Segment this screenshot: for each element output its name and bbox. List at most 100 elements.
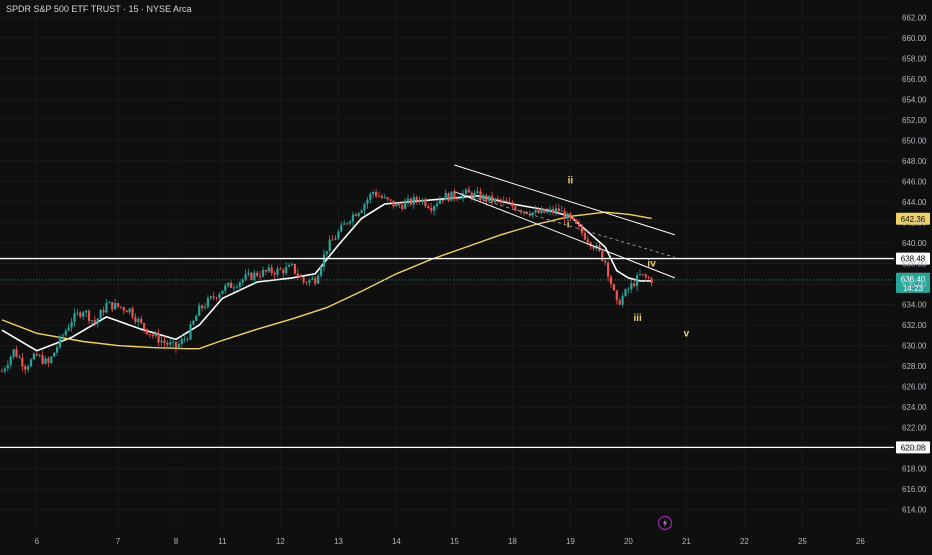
candle-body [58, 336, 62, 348]
channel-lower-line [454, 191, 675, 279]
candle-body [180, 339, 183, 345]
candle-body [418, 200, 421, 202]
y-tick-label: 628.00 [902, 362, 927, 371]
candle-body [586, 239, 589, 243]
candle-body [644, 274, 647, 278]
candle-body [61, 335, 64, 337]
candle-body [485, 195, 488, 202]
candle-body [406, 198, 410, 202]
candle-body [122, 307, 125, 311]
candle-body [575, 219, 578, 224]
y-tick-label: 650.00 [902, 136, 927, 145]
candle-body [259, 275, 262, 277]
candle-body [525, 211, 528, 214]
y-tick-label: 648.00 [902, 157, 927, 166]
candle-body [479, 191, 482, 200]
candle-body [201, 305, 204, 309]
candle-body [70, 322, 73, 328]
candle-body [305, 282, 308, 284]
candle-body [467, 189, 470, 193]
candle-body [15, 349, 18, 358]
candle-body [627, 289, 630, 290]
candle-body [607, 262, 610, 277]
candle-body [186, 338, 189, 340]
candle-body [166, 342, 169, 345]
candle-body [261, 270, 265, 277]
candle-body [212, 296, 215, 298]
candle-body [540, 208, 543, 213]
candle-body [444, 193, 447, 201]
candle-body [531, 212, 534, 216]
candle-body [470, 192, 473, 199]
x-tick-label: 6 [35, 537, 40, 546]
candle-body [314, 278, 317, 284]
candle-body [151, 334, 154, 336]
candle-body [508, 202, 511, 204]
candle-body [464, 189, 468, 194]
candle-body [128, 308, 131, 313]
candle-body [499, 199, 502, 202]
y-tick-label: 658.00 [902, 54, 927, 63]
candle-body [85, 310, 88, 313]
candle-body [47, 358, 50, 364]
x-tick-label: 11 [218, 537, 227, 546]
y-tick-label: 632.00 [902, 321, 927, 330]
candle-body [116, 303, 120, 307]
candle-body [282, 269, 285, 274]
candle-body [99, 310, 102, 319]
candle-body [206, 298, 209, 308]
candle-body [328, 239, 331, 252]
candle-body [650, 278, 653, 284]
y-tick-label: 638.00 [902, 260, 927, 269]
y-tick-label: 654.00 [902, 95, 927, 104]
candle-body [476, 191, 479, 193]
candle-body [641, 274, 644, 275]
x-tick-label: 21 [682, 537, 691, 546]
wave-label: iv [647, 259, 656, 270]
candle-body [177, 344, 180, 349]
candle-body [24, 366, 27, 370]
candle-body [482, 195, 485, 200]
candle-body [90, 320, 93, 322]
candle-body [273, 272, 276, 275]
candle-body [601, 250, 604, 261]
candle-body [285, 266, 288, 274]
candle-body [279, 268, 282, 270]
candle-body [235, 286, 238, 288]
candle-body [325, 251, 328, 255]
candle-body [189, 324, 192, 340]
candle-body [67, 327, 70, 331]
candle-body [369, 193, 372, 200]
candle-body [174, 341, 178, 349]
candle-body [441, 200, 444, 201]
candle-body [557, 208, 560, 212]
candle-body [105, 303, 108, 313]
candle-body [114, 303, 117, 310]
candle-body [111, 302, 114, 310]
axis-price-label: 642.36 [901, 215, 926, 224]
candle-body [209, 296, 212, 299]
candle-body [363, 204, 366, 211]
candle-body [299, 276, 302, 278]
candle-body [459, 198, 462, 200]
wave-label: iii [634, 313, 643, 324]
candle-body [169, 342, 172, 345]
candle-body [563, 210, 566, 220]
candle-body [398, 203, 401, 206]
x-tick-label: 19 [566, 537, 575, 546]
candle-body [331, 239, 334, 241]
candle-body [56, 347, 59, 353]
candle-body [232, 287, 236, 289]
candle-body [102, 310, 105, 313]
candle-body [488, 195, 491, 202]
candle-body [630, 283, 633, 290]
y-tick-label: 614.00 [902, 506, 927, 515]
candle-body [82, 312, 85, 317]
candle-body [87, 310, 91, 321]
y-tick-label: 636.00 [902, 280, 927, 289]
candle-body [520, 210, 523, 213]
candle-body [377, 195, 381, 197]
y-tick-label: 620.00 [902, 444, 927, 453]
